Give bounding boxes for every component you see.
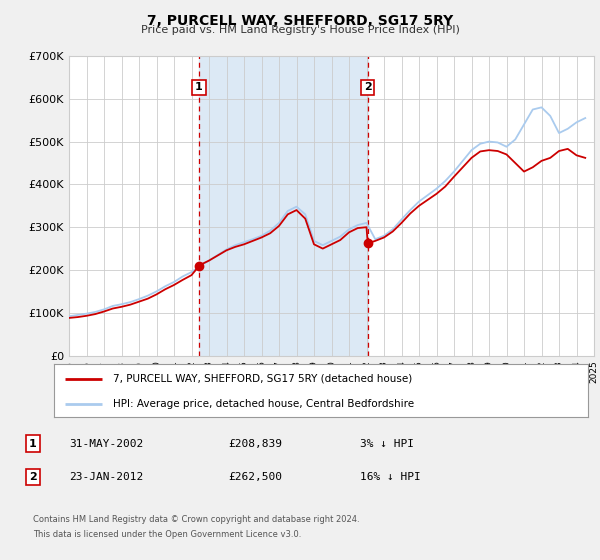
Text: 2: 2 [364, 82, 371, 92]
Text: 7, PURCELL WAY, SHEFFORD, SG17 5RY (detached house): 7, PURCELL WAY, SHEFFORD, SG17 5RY (deta… [113, 374, 412, 384]
Text: Price paid vs. HM Land Registry's House Price Index (HPI): Price paid vs. HM Land Registry's House … [140, 25, 460, 35]
Text: 23-JAN-2012: 23-JAN-2012 [69, 472, 143, 482]
Text: 1: 1 [195, 82, 203, 92]
Text: 7, PURCELL WAY, SHEFFORD, SG17 5RY: 7, PURCELL WAY, SHEFFORD, SG17 5RY [147, 14, 453, 28]
Text: 31-MAY-2002: 31-MAY-2002 [69, 438, 143, 449]
Text: £208,839: £208,839 [228, 438, 282, 449]
Text: 16% ↓ HPI: 16% ↓ HPI [360, 472, 421, 482]
Bar [199, 56, 368, 356]
Text: Contains HM Land Registry data © Crown copyright and database right 2024.: Contains HM Land Registry data © Crown c… [33, 515, 359, 524]
Text: 2: 2 [29, 472, 37, 482]
Text: 3% ↓ HPI: 3% ↓ HPI [360, 438, 414, 449]
Text: HPI: Average price, detached house, Central Bedfordshire: HPI: Average price, detached house, Cent… [113, 399, 414, 409]
Text: This data is licensed under the Open Government Licence v3.0.: This data is licensed under the Open Gov… [33, 530, 301, 539]
Text: 1: 1 [29, 438, 37, 449]
Text: £262,500: £262,500 [228, 472, 282, 482]
